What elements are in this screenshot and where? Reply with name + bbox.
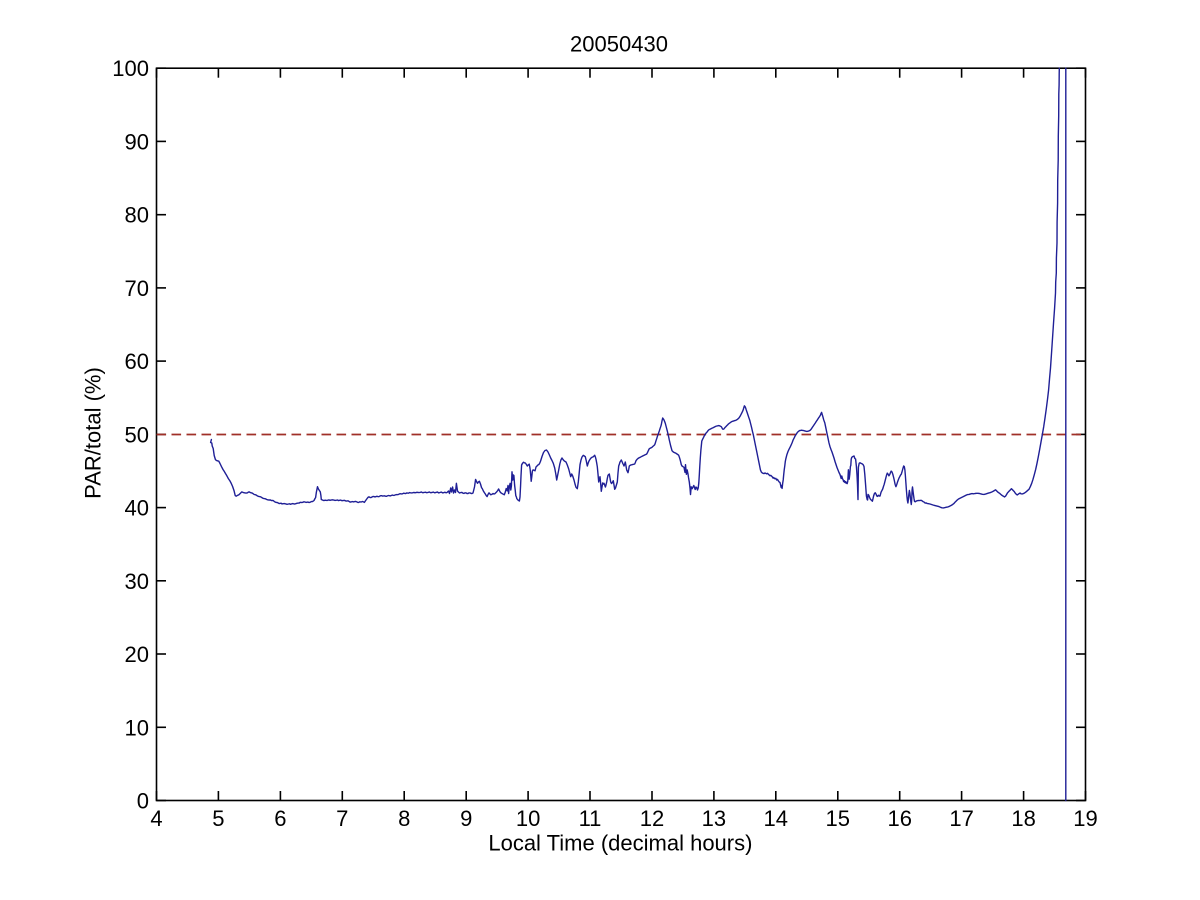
svg-text:PAR/total (%): PAR/total (%) <box>81 367 106 499</box>
svg-text:60: 60 <box>125 349 149 374</box>
svg-text:12: 12 <box>640 806 664 831</box>
svg-text:100: 100 <box>112 56 149 81</box>
svg-text:17: 17 <box>949 806 973 831</box>
svg-text:14: 14 <box>764 806 788 831</box>
svg-text:16: 16 <box>887 806 911 831</box>
svg-text:4: 4 <box>150 806 162 831</box>
svg-text:9: 9 <box>460 806 472 831</box>
svg-text:90: 90 <box>125 129 149 154</box>
svg-text:20050430: 20050430 <box>570 32 668 57</box>
svg-text:19: 19 <box>1073 806 1097 831</box>
svg-text:7: 7 <box>336 806 348 831</box>
svg-text:40: 40 <box>125 496 149 521</box>
svg-text:5: 5 <box>212 806 224 831</box>
svg-text:18: 18 <box>1011 806 1035 831</box>
svg-text:80: 80 <box>125 203 149 228</box>
svg-text:50: 50 <box>125 422 149 447</box>
svg-text:0: 0 <box>137 789 149 814</box>
svg-text:8: 8 <box>398 806 410 831</box>
svg-text:6: 6 <box>274 806 286 831</box>
svg-text:10: 10 <box>516 806 540 831</box>
svg-text:70: 70 <box>125 276 149 301</box>
svg-text:11: 11 <box>579 806 602 831</box>
svg-text:13: 13 <box>702 806 726 831</box>
svg-text:20: 20 <box>125 642 149 667</box>
svg-text:Local Time (decimal hours): Local Time (decimal hours) <box>488 830 752 855</box>
svg-text:15: 15 <box>826 806 850 831</box>
svg-text:10: 10 <box>125 715 149 740</box>
svg-text:30: 30 <box>125 569 149 594</box>
